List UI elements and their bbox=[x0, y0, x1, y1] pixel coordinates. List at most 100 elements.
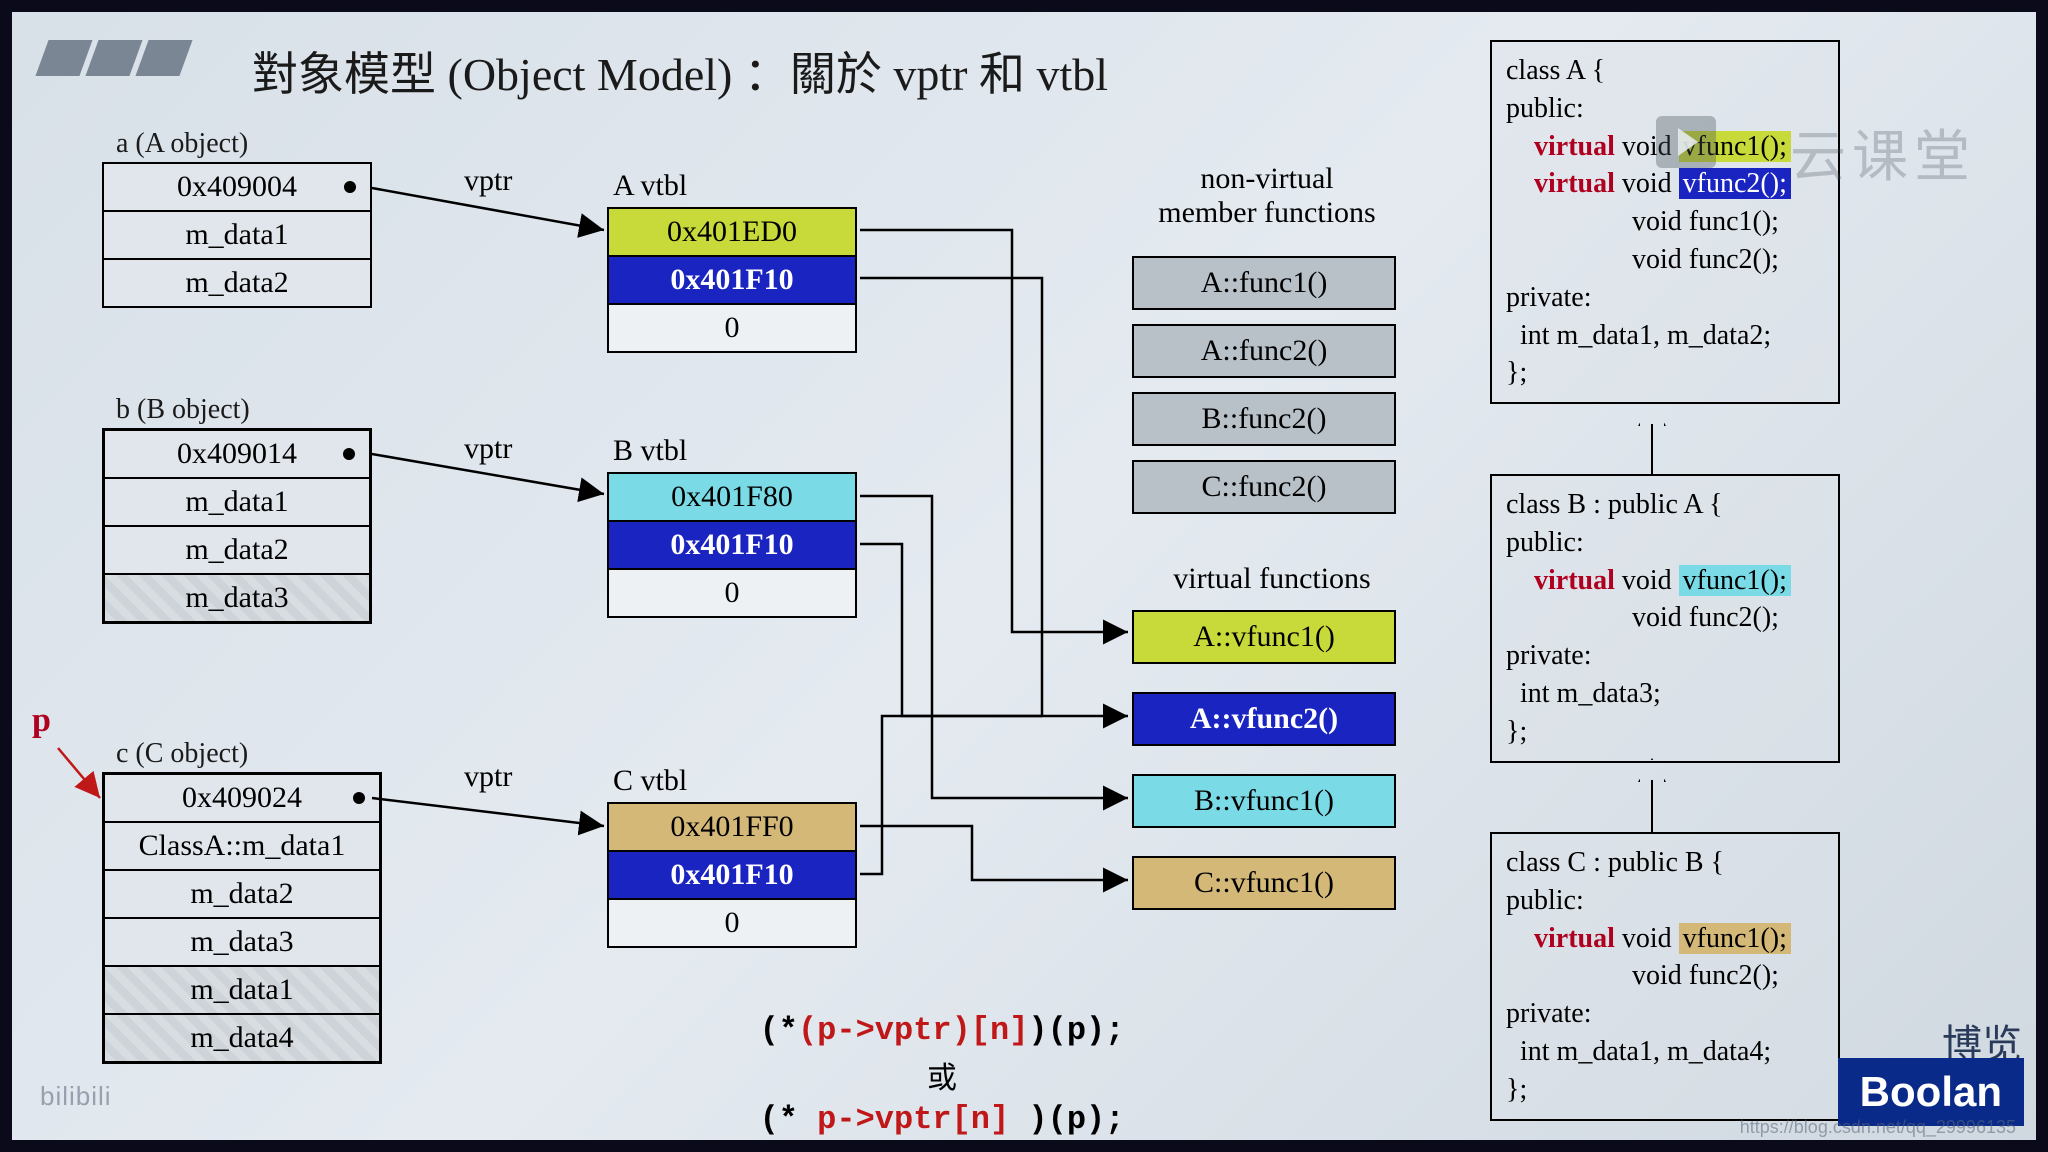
vtbl-c-cell-0: 0x401FF0 bbox=[609, 804, 855, 852]
object-c-cell-5: m_data4 bbox=[105, 1015, 379, 1061]
fn-a-vfunc2: A::vfunc2() bbox=[1132, 692, 1396, 746]
arrow-4 bbox=[860, 278, 1128, 716]
class-C-line-6: }; bbox=[1506, 1071, 1824, 1109]
vtbl-a: 0x401ED00x401F100 bbox=[607, 207, 857, 353]
class-B-line-5: int m_data3; bbox=[1506, 675, 1824, 713]
nonvirtual-header: non-virtual member functions bbox=[1137, 162, 1397, 230]
class-A: class A {public: virtual void vfunc1(); … bbox=[1490, 40, 1840, 404]
object-b-cell-1: m_data1 bbox=[105, 479, 369, 527]
vtbl-a-cell-2: 0 bbox=[609, 305, 855, 351]
class-B-line-0: class B : public A { bbox=[1506, 486, 1824, 524]
class-A-line-0: class A { bbox=[1506, 52, 1824, 90]
vtbl-label-a: A vtbl bbox=[613, 169, 687, 203]
arrow-2 bbox=[372, 798, 604, 826]
vptr-label-a: vptr bbox=[464, 164, 512, 198]
formula-block: (*(p->vptr)[n])(p); 或 (* p->vptr[n] )(p)… bbox=[712, 1012, 1172, 1138]
vtbl-label-b: B vtbl bbox=[613, 434, 687, 468]
object-a: 0x409004m_data1m_data2 bbox=[102, 162, 372, 308]
class-A-line-4: void func1(); bbox=[1506, 203, 1824, 241]
formula-or: 或 bbox=[712, 1053, 1172, 1097]
class-B-line-4: private: bbox=[1506, 637, 1824, 675]
class-A-line-8: }; bbox=[1506, 354, 1824, 392]
object-b-cell-2: m_data2 bbox=[105, 527, 369, 575]
object-c: 0x409024ClassA::m_data1m_data2m_data3m_d… bbox=[102, 772, 382, 1064]
object-a-cell-2: m_data2 bbox=[104, 260, 370, 306]
object-a-cell-0: 0x409004 bbox=[104, 164, 370, 212]
arrow-6 bbox=[860, 544, 1042, 716]
vtbl-c: 0x401FF00x401F100 bbox=[607, 802, 857, 948]
nv-l1: non-virtual bbox=[1137, 162, 1397, 196]
arrow-5 bbox=[860, 496, 1128, 798]
class-B-line-3: void func2(); bbox=[1506, 599, 1824, 637]
class-A-line-6: private: bbox=[1506, 279, 1824, 317]
f2a: (* bbox=[760, 1101, 818, 1138]
fn-c-vfunc1: C::vfunc1() bbox=[1132, 856, 1396, 910]
vptr-dot-icon bbox=[353, 792, 365, 804]
class-B-line-2: virtual void vfunc1(); bbox=[1506, 562, 1824, 600]
vtbl-c-cell-1: 0x401F10 bbox=[609, 852, 855, 900]
object-c-cell-0: 0x409024 bbox=[105, 775, 379, 823]
inherit-line-1 bbox=[1651, 780, 1653, 832]
class-C-line-2: virtual void vfunc1(); bbox=[1506, 920, 1824, 958]
virtual-header: virtual functions bbox=[1142, 562, 1402, 596]
fn-a-vfunc1: A::vfunc1() bbox=[1132, 610, 1396, 664]
arrow-7 bbox=[860, 826, 1128, 880]
f2c: )(p); bbox=[1009, 1101, 1124, 1138]
class-B-line-1: public: bbox=[1506, 524, 1824, 562]
bilibili-tag: bilibili bbox=[40, 1081, 112, 1112]
class-C: class C : public B {public: virtual void… bbox=[1490, 832, 1840, 1121]
object-label-b: b (B object) bbox=[116, 394, 250, 426]
vtbl-a-cell-0: 0x401ED0 bbox=[609, 209, 855, 257]
vtbl-b: 0x401F800x401F100 bbox=[607, 472, 857, 618]
vtbl-label-c: C vtbl bbox=[613, 764, 687, 798]
vptr-label-c: vptr bbox=[464, 760, 512, 794]
object-label-a: a (A object) bbox=[116, 128, 248, 160]
vtbl-a-cell-1: 0x401F10 bbox=[609, 257, 855, 305]
object-b: 0x409014m_data1m_data2m_data3 bbox=[102, 428, 372, 624]
vtbl-b-cell-0: 0x401F80 bbox=[609, 474, 855, 522]
object-b-cell-3: m_data3 bbox=[105, 575, 369, 621]
class-C-line-0: class C : public B { bbox=[1506, 844, 1824, 882]
f1b: (p->vptr)[n] bbox=[798, 1012, 1028, 1049]
pointer-p: p bbox=[32, 702, 51, 740]
csdn-tag: https://blog.csdn.net/qq_29996135 bbox=[1740, 1117, 2016, 1138]
arrow-3 bbox=[860, 230, 1128, 632]
arrow-9 bbox=[58, 748, 100, 798]
object-c-cell-3: m_data3 bbox=[105, 919, 379, 967]
arrow-8 bbox=[860, 716, 1042, 874]
inherit-line-0 bbox=[1651, 424, 1653, 474]
f2b: p->vptr[n] bbox=[817, 1101, 1009, 1138]
page-title: 對象模型 (Object Model) ：關於 vptr 和 vtbl bbox=[252, 38, 1108, 104]
vptr-dot-icon bbox=[343, 448, 355, 460]
object-b-cell-0: 0x409014 bbox=[105, 431, 369, 479]
fn-a-func2: A::func2() bbox=[1132, 324, 1396, 378]
fn-b-vfunc1: B::vfunc1() bbox=[1132, 774, 1396, 828]
class-C-line-4: private: bbox=[1506, 995, 1824, 1033]
boolan-logo: Boolan bbox=[1838, 1058, 2024, 1126]
object-c-cell-1: ClassA::m_data1 bbox=[105, 823, 379, 871]
object-c-cell-2: m_data2 bbox=[105, 871, 379, 919]
object-a-cell-1: m_data1 bbox=[104, 212, 370, 260]
class-C-line-3: void func2(); bbox=[1506, 957, 1824, 995]
f1c: )(p); bbox=[1028, 1012, 1124, 1049]
vtbl-b-cell-1: 0x401F10 bbox=[609, 522, 855, 570]
class-A-line-7: int m_data1, m_data2; bbox=[1506, 317, 1824, 355]
fn-c-func2: C::func2() bbox=[1132, 460, 1396, 514]
vtbl-c-cell-2: 0 bbox=[609, 900, 855, 946]
f1a: (* bbox=[760, 1012, 798, 1049]
yunke-watermark: 云课堂 bbox=[1790, 112, 1976, 193]
class-B: class B : public A {public: virtual void… bbox=[1490, 474, 1840, 763]
fn-a-func1: A::func1() bbox=[1132, 256, 1396, 310]
class-A-line-5: void func2(); bbox=[1506, 241, 1824, 279]
nv-l2: member functions bbox=[1137, 196, 1397, 230]
v-l1: virtual functions bbox=[1142, 562, 1402, 596]
play-icon bbox=[1656, 116, 1716, 168]
vptr-label-b: vptr bbox=[464, 432, 512, 466]
vptr-dot-icon bbox=[344, 181, 356, 193]
inherit-arrow-0 bbox=[1638, 402, 1666, 426]
class-C-line-5: int m_data1, m_data4; bbox=[1506, 1033, 1824, 1071]
class-B-line-6: }; bbox=[1506, 713, 1824, 751]
object-c-cell-4: m_data1 bbox=[105, 967, 379, 1015]
fn-b-func2: B::func2() bbox=[1132, 392, 1396, 446]
object-label-c: c (C object) bbox=[116, 738, 248, 770]
